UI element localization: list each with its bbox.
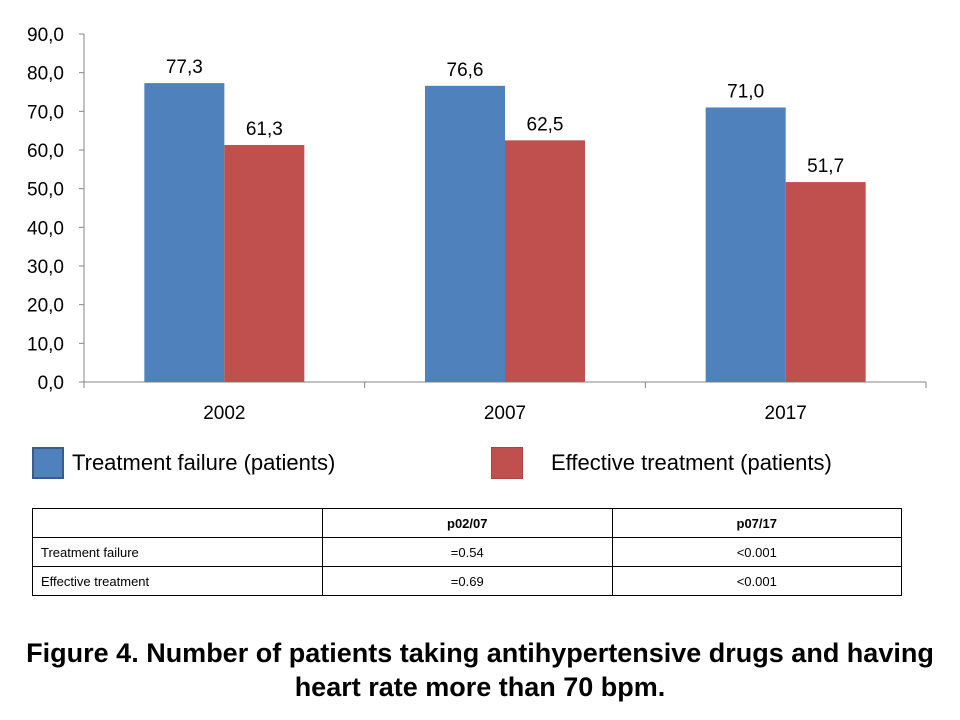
y-tick-label: 50,0: [27, 180, 64, 201]
y-tick-label: 10,0: [27, 334, 64, 355]
legend-swatch-red: [491, 447, 523, 479]
x-tick-label: 2007: [484, 403, 526, 424]
table-row: Effective treatment =0.69 <0.001: [32, 566, 902, 596]
table-row: Treatment failure =0.54 <0.001: [32, 537, 902, 567]
x-tick-label: 2017: [765, 403, 807, 424]
data-label: 77,3: [166, 57, 203, 78]
table-cell: <0.001: [611, 566, 902, 596]
y-tick-label: 60,0: [27, 141, 64, 162]
y-tick-label: 30,0: [27, 257, 64, 278]
legend-item-treatment-failure: Treatment failure (patients): [32, 446, 335, 480]
y-tick-label: 20,0: [27, 296, 64, 317]
bar: [705, 107, 786, 382]
bar: [785, 182, 866, 382]
legend-label: Treatment failure (patients): [72, 450, 336, 475]
table-header-row: p02/07 p07/17: [32, 508, 902, 538]
figure-caption: Figure 4. Number of patients taking anti…: [26, 638, 934, 702]
table-cell: =0.54: [322, 537, 613, 567]
table-cell: Treatment failure: [32, 537, 323, 567]
table-header-cell: [32, 508, 323, 538]
p-value-table: p02/07 p07/17 Treatment failure =0.54 <0…: [32, 508, 902, 596]
x-tick-label: 2002: [203, 403, 245, 424]
bar: [144, 83, 225, 383]
data-label: 76,6: [447, 60, 484, 81]
bar-chart: 0,0 10,0 20,0 30,0 40,0 50,0 60,0 70,0 80,0 90,0 2…: [27, 25, 927, 424]
y-tick-label: 40,0: [27, 218, 64, 239]
data-label: 61,3: [246, 119, 283, 140]
legend-swatch-blue: [32, 447, 64, 479]
data-label: 62,5: [527, 114, 564, 135]
y-tick-label: 90,0: [27, 25, 64, 46]
y-tick-label: 70,0: [27, 102, 64, 123]
table-cell: =0.69: [322, 566, 613, 596]
y-tick-label: 0,0: [38, 373, 64, 394]
bar: [425, 85, 505, 383]
data-label: 51,7: [807, 156, 844, 177]
y-tick-label: 80,0: [27, 64, 64, 85]
table-cell: Effective treatment: [32, 566, 323, 596]
legend-item-effective-treatment: Effective treatment (patients): [491, 446, 832, 480]
bar: [224, 144, 305, 382]
data-label: 71,0: [727, 81, 764, 102]
bar: [505, 140, 585, 382]
legend-label: Effective treatment (patients): [551, 450, 832, 475]
table-cell: <0.001: [611, 537, 902, 567]
table-header-cell: p07/17: [611, 508, 902, 538]
table-header-cell: p02/07: [322, 508, 613, 538]
